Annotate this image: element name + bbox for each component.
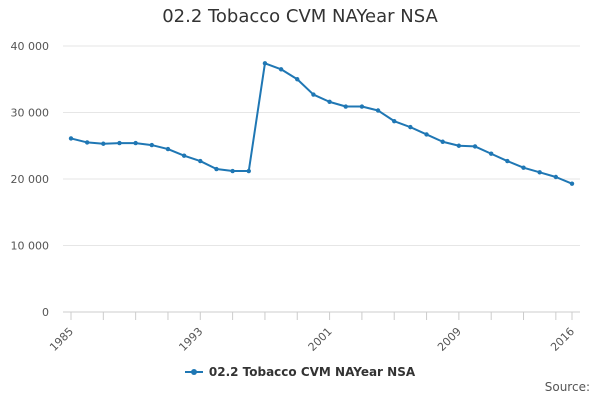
x-tick-label: 1993 <box>176 325 205 354</box>
data-points <box>68 61 575 186</box>
data-point[interactable] <box>181 153 187 158</box>
data-point[interactable] <box>149 142 155 148</box>
axes <box>63 311 580 320</box>
data-point[interactable] <box>569 181 575 186</box>
data-point[interactable] <box>521 165 526 170</box>
data-point[interactable] <box>311 92 316 97</box>
x-tick-label: 2001 <box>306 325 335 354</box>
data-point[interactable] <box>375 108 381 113</box>
legend-label: 02.2 Tobacco CVM NAYear NSA <box>208 365 416 379</box>
chart-title: 02.2 Tobacco CVM NAYear NSA <box>162 6 438 27</box>
data-point[interactable] <box>343 104 348 109</box>
data-point[interactable] <box>84 140 90 145</box>
data-point[interactable] <box>133 140 138 146</box>
data-point[interactable] <box>230 168 235 174</box>
data-point[interactable] <box>553 174 559 180</box>
x-tick-label: 2009 <box>435 325 464 354</box>
data-point[interactable] <box>488 151 494 156</box>
x-axis-tick-labels: 1985 1993 2001 2009 2016 <box>47 325 577 354</box>
legend-line-marker-icon <box>184 367 203 377</box>
x-tick-label: 1985 <box>47 325 76 354</box>
x-tick-label: 2016 <box>548 325 577 354</box>
data-point[interactable] <box>359 104 365 109</box>
data-point[interactable] <box>262 61 268 66</box>
data-point[interactable] <box>537 170 542 175</box>
y-tick-label: 20 000 <box>11 173 50 186</box>
data-point[interactable] <box>295 77 300 82</box>
data-point[interactable] <box>68 136 74 141</box>
data-point[interactable] <box>440 139 445 144</box>
data-point[interactable] <box>117 140 122 146</box>
data-point[interactable] <box>408 124 413 130</box>
data-point[interactable] <box>505 158 510 164</box>
y-tick-label: 40 000 <box>11 40 50 53</box>
legend-item-series-1[interactable]: 02.2 Tobacco CVM NAYear NSA <box>184 365 416 379</box>
data-point[interactable] <box>456 143 462 148</box>
y-tick-label: 30 000 <box>11 107 50 120</box>
grid-lines <box>63 45 580 246</box>
y-tick-label: 10 000 <box>11 240 50 253</box>
data-point[interactable] <box>472 144 478 149</box>
data-point[interactable] <box>198 158 203 164</box>
data-point[interactable] <box>214 166 219 172</box>
series-line-layer <box>70 62 573 185</box>
y-axis-tick-labels: 0 10 000 20 000 30 000 40 000 <box>11 40 50 319</box>
legend: 02.2 Tobacco CVM NAYear NSA <box>0 365 600 380</box>
data-point[interactable] <box>424 132 429 137</box>
data-point[interactable] <box>392 118 397 124</box>
data-point[interactable] <box>278 67 284 72</box>
data-point[interactable] <box>165 146 171 152</box>
y-tick-label: 0 <box>42 306 49 319</box>
source-label: Source: <box>544 380 590 394</box>
data-point[interactable] <box>101 141 106 146</box>
series-line-1 <box>70 62 573 185</box>
data-point[interactable] <box>327 99 332 105</box>
data-point[interactable] <box>246 168 251 174</box>
